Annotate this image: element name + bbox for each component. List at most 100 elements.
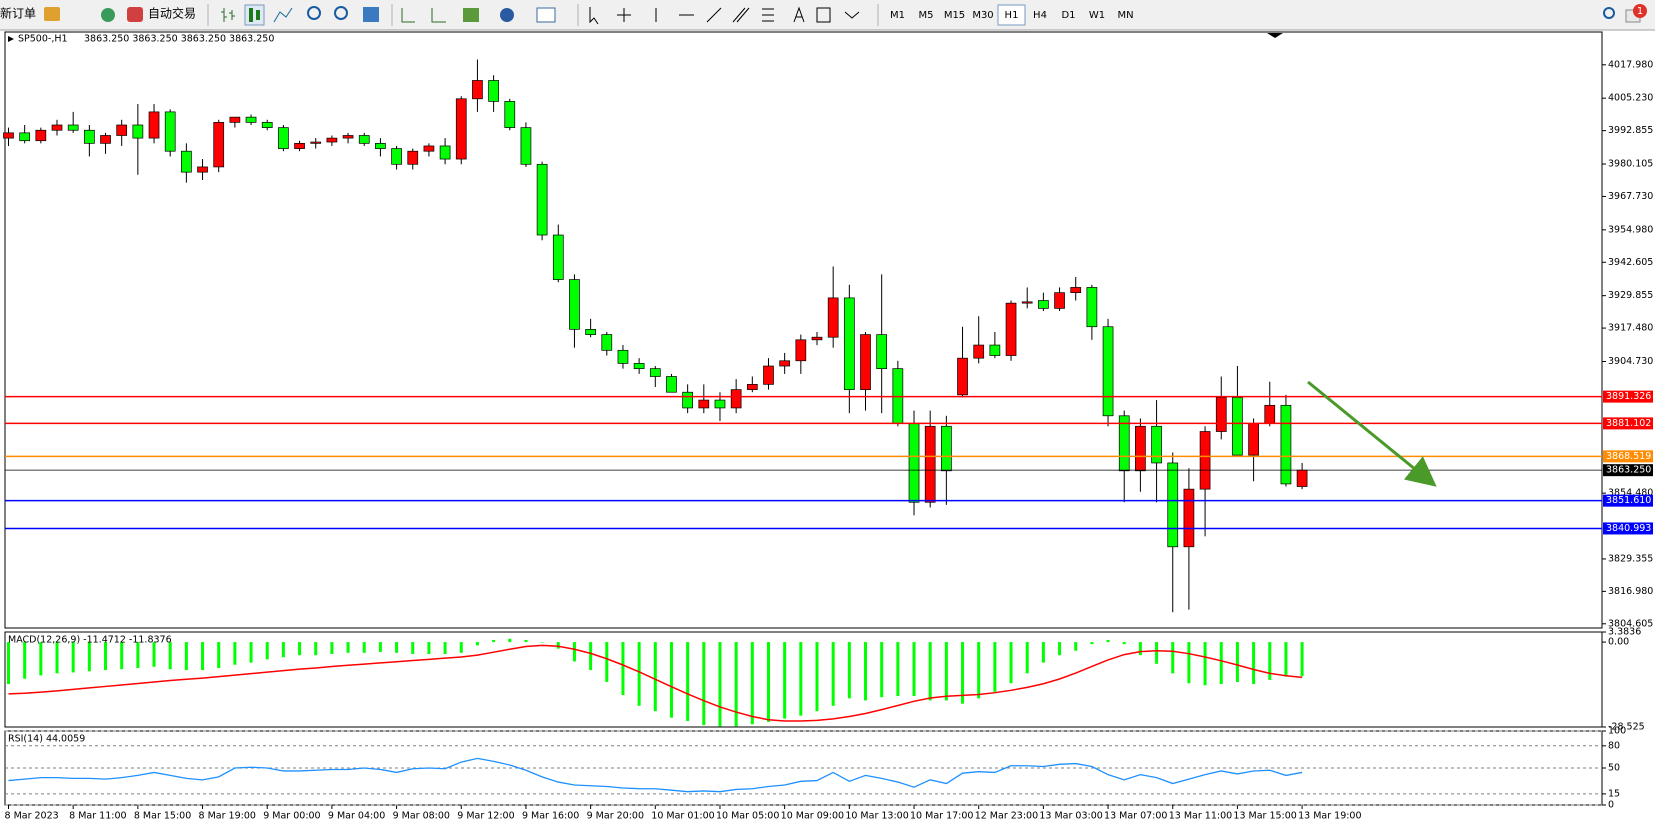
candle-body	[1199, 431, 1211, 490]
candle-body	[827, 297, 839, 338]
timeframe-button[interactable]: H1	[1005, 10, 1019, 21]
macd-bar	[686, 642, 690, 721]
icon-trendline[interactable]	[706, 7, 722, 23]
y-tick-label: 3917.480	[1608, 323, 1653, 334]
macd-bar	[104, 642, 108, 671]
macd-bar	[233, 642, 237, 665]
candle-body	[1232, 397, 1243, 456]
candle-body	[261, 122, 273, 128]
timeframe-button[interactable]: M30	[972, 10, 993, 21]
icon-autoscroll[interactable]	[431, 8, 446, 23]
y-tick-label: 3829.355	[1608, 553, 1653, 564]
icon-bars[interactable]	[221, 8, 235, 22]
icon-zoom-in[interactable]	[307, 6, 321, 20]
icon-crosshair[interactable]	[617, 8, 631, 22]
icon-indicators[interactable]	[463, 8, 479, 22]
y-tick-label: 100	[1608, 726, 1626, 737]
y-tick-label: -28.525	[1608, 722, 1645, 733]
macd-bar	[281, 642, 285, 658]
timeframe-button[interactable]: W1	[1089, 10, 1105, 21]
macd-bar	[896, 642, 900, 696]
icon-zoom-out[interactable]	[334, 6, 348, 20]
icon-fibo[interactable]	[762, 8, 774, 22]
timeframe-button[interactable]: M1	[890, 10, 905, 21]
candle-body	[617, 349, 629, 364]
candle-body	[1086, 287, 1098, 328]
macd-bar	[1187, 642, 1191, 684]
macd-bar	[750, 642, 754, 725]
candle-body	[649, 368, 661, 377]
icon-arrows[interactable]	[844, 11, 860, 19]
timeframe-button[interactable]: M5	[919, 10, 934, 21]
icon-templates[interactable]	[536, 7, 556, 23]
price-level-label: 3840.993	[1606, 523, 1651, 534]
price-level-label: 3851.610	[1606, 495, 1651, 506]
price-level-label: 3881.102	[1606, 418, 1651, 429]
timeframe-button[interactable]: D1	[1061, 10, 1075, 21]
icon-gold[interactable]	[44, 7, 60, 21]
auto-trading-button[interactable]: 自动交易	[148, 6, 196, 21]
macd-bar	[1090, 642, 1094, 645]
x-tick-label: 9 Mar 12:00	[457, 811, 514, 822]
icon-line[interactable]	[273, 7, 293, 23]
icon-text[interactable]	[793, 6, 805, 23]
chart-shift-marker	[1267, 33, 1283, 38]
candle-body	[666, 376, 677, 393]
candle-body	[375, 142, 386, 149]
candle-body	[358, 135, 370, 144]
x-tick-label: 10 Mar 09:00	[781, 811, 844, 822]
icon-tile[interactable]	[363, 7, 379, 22]
x-tick-label: 8 Mar 15:00	[134, 811, 191, 822]
icon-market[interactable]	[101, 8, 115, 22]
new-order-button[interactable]: 新订单	[0, 6, 36, 21]
chart-quote: 3863.250 3863.250 3863.250 3863.250	[84, 34, 274, 45]
notification-badge[interactable]	[1633, 4, 1647, 18]
icon-cursor[interactable]	[589, 7, 599, 25]
candle-body	[342, 135, 354, 139]
search-icon[interactable]	[1603, 7, 1615, 19]
icon-shift[interactable]	[401, 8, 415, 23]
x-tick-label: 10 Mar 13:00	[845, 811, 908, 822]
x-tick-label: 10 Mar 05:00	[716, 811, 779, 822]
macd-bar	[1058, 642, 1062, 656]
icon-candles[interactable]	[249, 8, 260, 22]
notification-count: 1	[1637, 6, 1643, 17]
x-tick-label: 10 Mar 17:00	[910, 811, 973, 822]
macd-bar	[524, 639, 528, 643]
candle-body	[1005, 302, 1017, 356]
macd-bar	[427, 642, 431, 654]
timeframe-button[interactable]: H4	[1033, 10, 1047, 21]
candle-body	[294, 142, 305, 149]
candle-body	[763, 365, 774, 385]
icon-label[interactable]	[816, 7, 831, 23]
candle-body	[811, 336, 823, 341]
macd-bar	[880, 642, 884, 698]
icon-periods[interactable]	[500, 8, 514, 22]
timeframe-button[interactable]: MN	[1117, 10, 1133, 21]
icon-channel[interactable]	[732, 7, 750, 23]
macd-bar	[815, 642, 819, 712]
candle-body	[1151, 425, 1162, 464]
icon-auto[interactable]	[127, 7, 143, 22]
candle-body	[3, 132, 14, 139]
candle-body	[779, 360, 791, 367]
candle-body	[1070, 287, 1082, 294]
x-tick-label: 9 Mar 08:00	[393, 811, 450, 822]
timeframe-button[interactable]: M15	[944, 10, 965, 21]
macd-bar	[718, 642, 722, 727]
macd-bar	[621, 642, 625, 696]
trend-arrow	[1307, 380, 1437, 487]
icon-candles-active[interactable]	[244, 4, 265, 26]
macd-bar	[1203, 642, 1207, 686]
y-tick-label: 3967.730	[1608, 191, 1653, 202]
timeframe-bar: M1 M5 M15 M30 H1 H4 D1 W1 MN	[890, 4, 1134, 26]
macd-bar	[265, 642, 269, 660]
candle-body	[746, 384, 758, 390]
candle-body	[585, 328, 596, 335]
price-level-tag	[1603, 450, 1653, 463]
candle-body	[924, 425, 936, 503]
y-tick-label: 0.00	[1608, 637, 1629, 648]
candle-body	[601, 334, 613, 351]
macd-bar	[87, 642, 91, 672]
